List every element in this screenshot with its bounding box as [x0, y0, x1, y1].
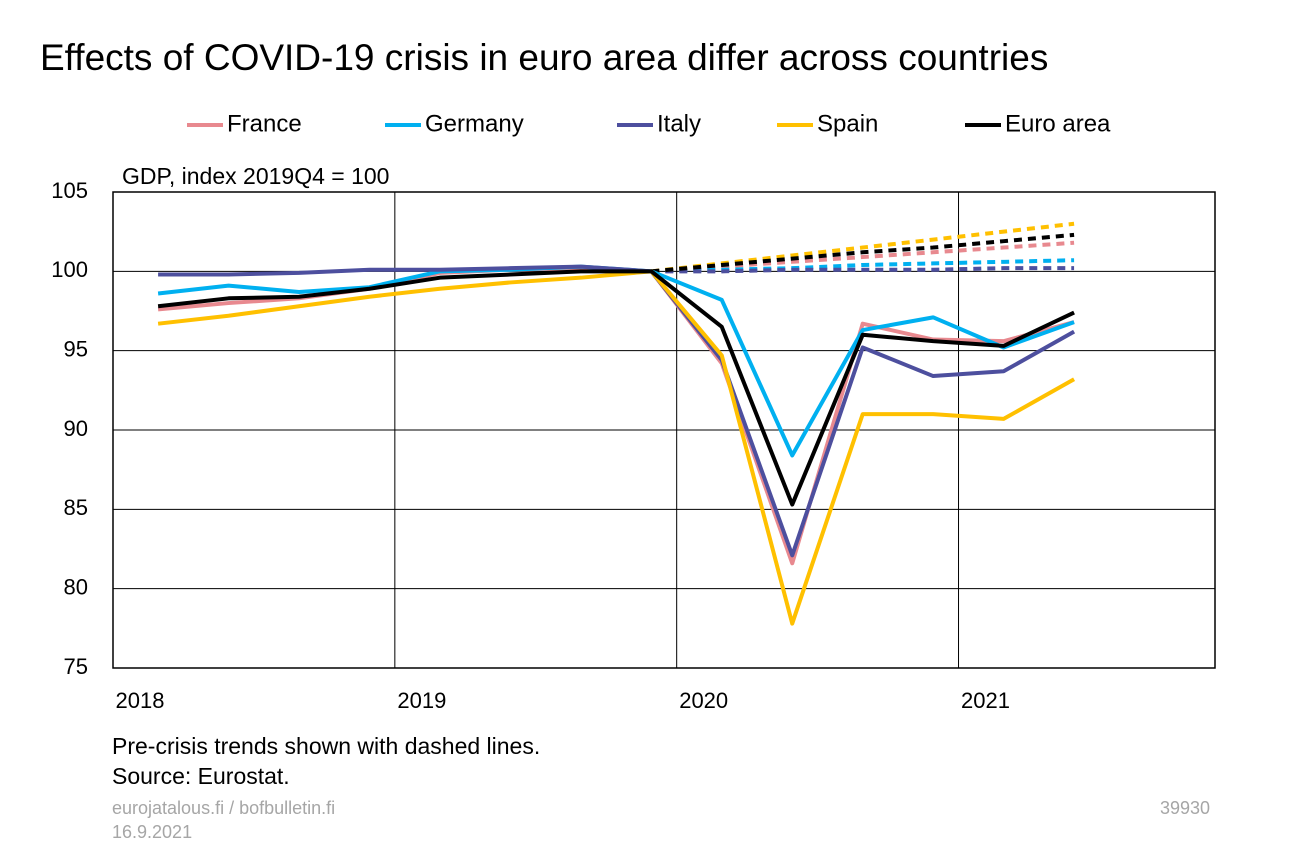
x-tick-label: 2019 [397, 688, 446, 713]
y-tick-label: 75 [64, 654, 88, 679]
series-line [157, 269, 1075, 507]
series-line [158, 264, 1076, 558]
legend-label: Germany [425, 110, 524, 137]
y-tick-label: 80 [64, 574, 88, 599]
legend-label: France [227, 110, 302, 137]
y-tick-label: 95 [64, 336, 88, 361]
note: Pre-crisis trends shown with dashed line… [112, 733, 540, 759]
y-tick-label: 90 [64, 416, 88, 441]
x-tick-label: 2021 [961, 688, 1010, 713]
trend-line [651, 266, 1075, 274]
legend-label: Italy [657, 110, 701, 137]
legend-label: Euro area [1005, 110, 1111, 137]
x-tick-label: 2020 [679, 688, 728, 713]
note: Source: Eurostat. [112, 763, 290, 789]
subtitle: GDP, index 2019Q4 = 100 [122, 163, 389, 189]
trend-line [651, 232, 1075, 274]
chart-title: Effects of COVID-19 crisis in euro area … [40, 37, 1048, 78]
series-line [157, 269, 1076, 626]
footer-date: 16.9.2021 [112, 822, 192, 842]
footer-id: 39930 [1160, 798, 1210, 818]
footer-site: eurojatalous.fi / bofbulletin.fi [112, 798, 335, 818]
y-tick-label: 100 [51, 257, 88, 282]
legend-label: Spain [817, 110, 878, 137]
y-tick-label: 105 [51, 178, 88, 203]
x-tick-label: 2018 [116, 688, 165, 713]
y-tick-label: 85 [64, 495, 88, 520]
plot-frame [112, 191, 1216, 669]
